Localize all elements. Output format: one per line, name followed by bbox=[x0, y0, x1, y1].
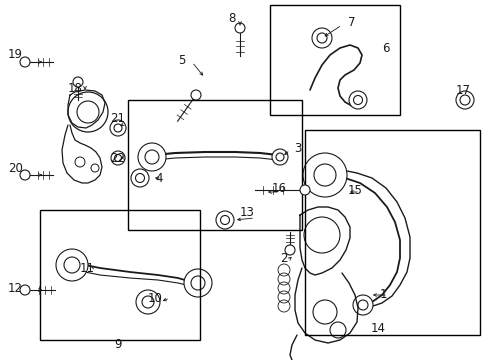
Circle shape bbox=[20, 170, 30, 180]
Circle shape bbox=[184, 269, 212, 297]
Text: 15: 15 bbox=[348, 184, 363, 197]
Text: 19: 19 bbox=[8, 49, 23, 62]
Text: 8: 8 bbox=[228, 12, 235, 24]
Circle shape bbox=[216, 211, 234, 229]
Circle shape bbox=[456, 91, 474, 109]
Text: 4: 4 bbox=[155, 171, 163, 184]
Text: 1: 1 bbox=[380, 288, 388, 302]
Text: 13: 13 bbox=[240, 207, 255, 220]
Circle shape bbox=[114, 124, 122, 132]
Circle shape bbox=[235, 23, 245, 33]
Text: 17: 17 bbox=[456, 84, 471, 96]
Circle shape bbox=[73, 77, 83, 87]
Circle shape bbox=[56, 249, 88, 281]
Circle shape bbox=[115, 154, 122, 162]
Circle shape bbox=[353, 295, 373, 315]
Circle shape bbox=[136, 174, 145, 183]
Text: 6: 6 bbox=[382, 41, 390, 54]
Text: 5: 5 bbox=[178, 54, 185, 67]
Circle shape bbox=[358, 300, 368, 310]
Circle shape bbox=[111, 151, 125, 165]
Text: 20: 20 bbox=[8, 162, 23, 175]
Circle shape bbox=[285, 245, 295, 255]
Circle shape bbox=[110, 120, 126, 136]
Circle shape bbox=[136, 290, 160, 314]
Circle shape bbox=[314, 164, 336, 186]
Text: 14: 14 bbox=[370, 321, 386, 334]
Circle shape bbox=[142, 296, 154, 308]
Bar bbox=[305, 130, 480, 335]
Circle shape bbox=[220, 216, 229, 225]
Circle shape bbox=[131, 169, 149, 187]
Circle shape bbox=[460, 95, 470, 105]
Circle shape bbox=[138, 143, 166, 171]
Bar bbox=[40, 210, 200, 340]
Circle shape bbox=[191, 276, 205, 290]
Text: 3: 3 bbox=[294, 141, 301, 154]
Circle shape bbox=[353, 95, 363, 104]
Circle shape bbox=[20, 57, 30, 67]
Text: 2: 2 bbox=[280, 252, 288, 265]
Text: 10: 10 bbox=[148, 292, 163, 305]
Text: 18: 18 bbox=[68, 81, 83, 94]
Text: 22: 22 bbox=[110, 152, 125, 165]
Circle shape bbox=[303, 153, 347, 197]
Circle shape bbox=[64, 257, 80, 273]
Circle shape bbox=[191, 90, 201, 100]
Circle shape bbox=[349, 91, 367, 109]
Circle shape bbox=[145, 150, 159, 164]
Circle shape bbox=[317, 33, 327, 43]
Circle shape bbox=[312, 28, 332, 48]
Text: 9: 9 bbox=[114, 338, 122, 351]
Bar bbox=[128, 100, 302, 230]
Circle shape bbox=[272, 149, 288, 165]
Text: 16: 16 bbox=[272, 181, 287, 194]
Bar bbox=[270, 5, 400, 115]
Circle shape bbox=[300, 185, 310, 195]
Text: 11: 11 bbox=[80, 261, 95, 274]
Text: 12: 12 bbox=[8, 282, 23, 294]
Circle shape bbox=[276, 153, 284, 161]
Text: 7: 7 bbox=[348, 15, 356, 28]
Text: 21: 21 bbox=[110, 112, 125, 125]
Circle shape bbox=[20, 285, 30, 295]
